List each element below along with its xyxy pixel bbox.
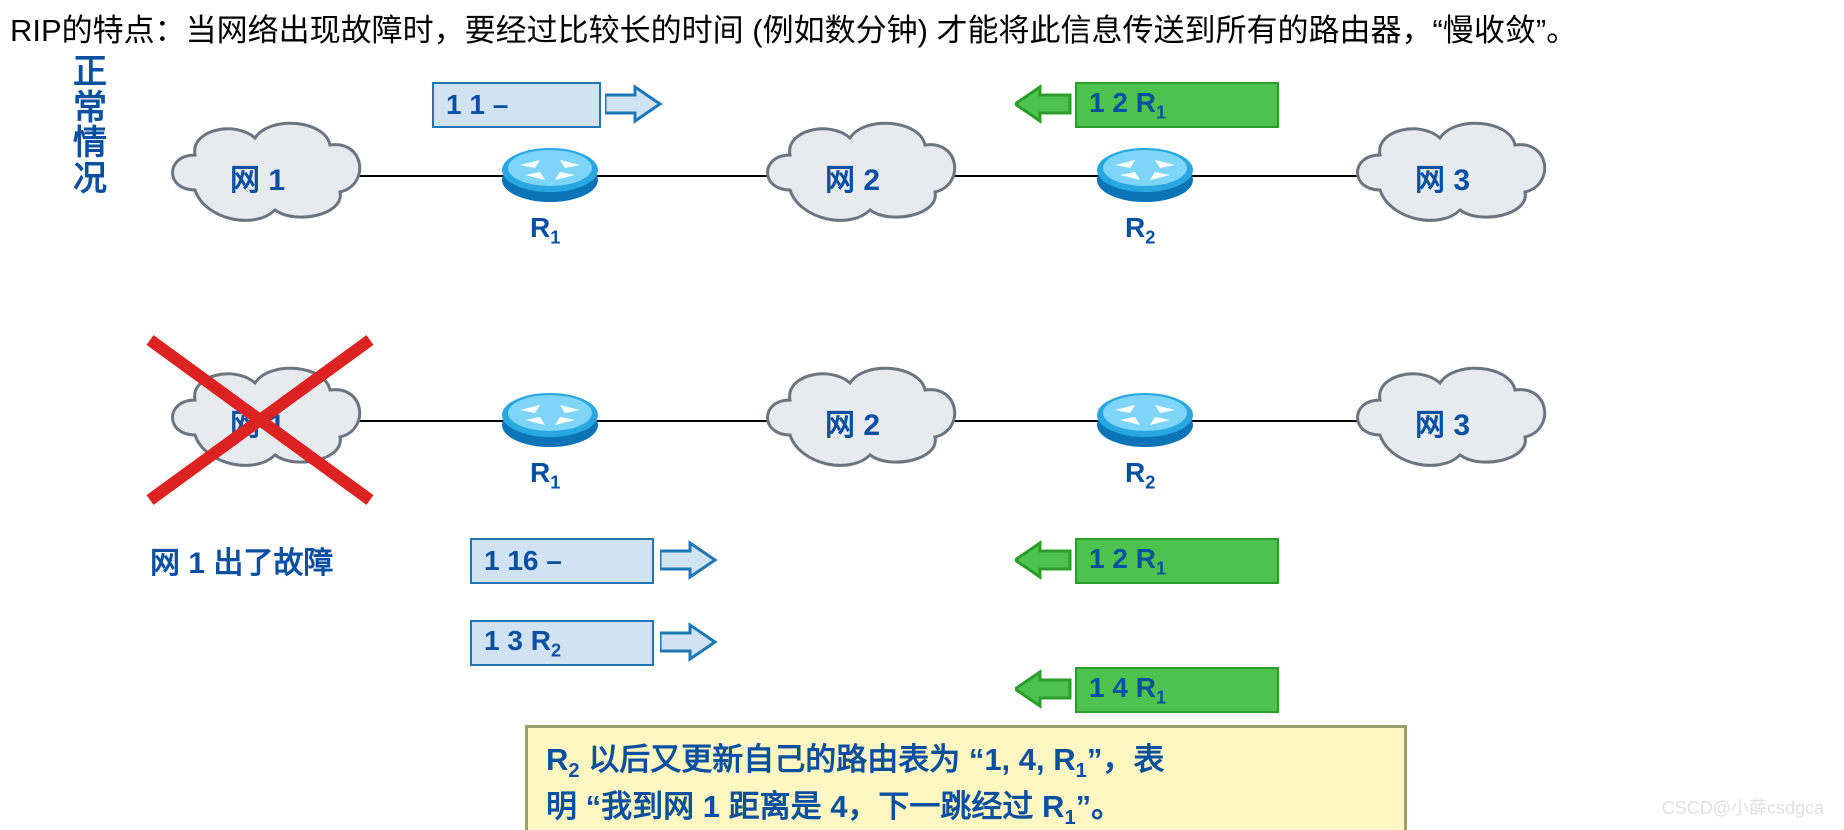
msg-blue-row1: 1 1 – [432, 82, 601, 128]
r1-label-row2: R1 [530, 457, 560, 494]
net2-label-row1: 网 2 [825, 155, 880, 199]
router-r1-row2: R1 [495, 385, 605, 460]
arrow-left-g1 [1015, 539, 1075, 581]
msg-green-2: 1 2 R1 [1075, 538, 1279, 584]
arrow-right-3 [660, 621, 720, 663]
router-r2-row1: R2 [1090, 140, 1200, 215]
arrow-right-16 [660, 539, 720, 581]
arrow-right-row1 [605, 83, 665, 125]
net1-label-row1: 网 1 [230, 155, 285, 199]
msg-blue-16: 1 16 – [470, 538, 654, 584]
arrow-left-row1 [1015, 83, 1075, 125]
red-x-icon [130, 320, 390, 520]
msg-blue-3: 1 3 R2 [470, 620, 654, 666]
arrow-left-g2 [1015, 668, 1075, 710]
watermark: CSCD@小薛csdgca [1662, 794, 1824, 820]
r1-label-row1: R1 [530, 212, 560, 249]
r2-label-row2: R2 [1125, 457, 1155, 494]
cloud-net3-row1: 网 3 [1340, 110, 1560, 245]
cloud-net3-row2: 网 3 [1340, 355, 1560, 490]
net3-label-row2: 网 3 [1415, 400, 1470, 444]
vertical-label-normal: 正常情况 [70, 55, 110, 198]
cloud-net2-row1: 网 2 [750, 110, 970, 245]
fault-label: 网 1 出了故障 [150, 538, 333, 582]
msg-green-row1: 1 2 R1 [1075, 82, 1279, 128]
net3-label-row1: 网 3 [1415, 155, 1470, 199]
msg-green-4: 1 4 R1 [1075, 667, 1279, 713]
router-r2-row2: R2 [1090, 385, 1200, 460]
router-r1-row1: R1 [495, 140, 605, 215]
page-title: RIP的特点：当网络出现故障时，要经过比较长的时间 (例如数分钟) 才能将此信息… [10, 5, 1577, 50]
r2-label-row1: R2 [1125, 212, 1155, 249]
cloud-net2-row2: 网 2 [750, 355, 970, 490]
net2-label-row2: 网 2 [825, 400, 880, 444]
cloud-net1-row1: 网 1 [155, 110, 375, 245]
explanation-box: R2 以后又更新自己的路由表为 “1, 4, R1”，表 明 “我到网 1 距离… [525, 725, 1407, 830]
